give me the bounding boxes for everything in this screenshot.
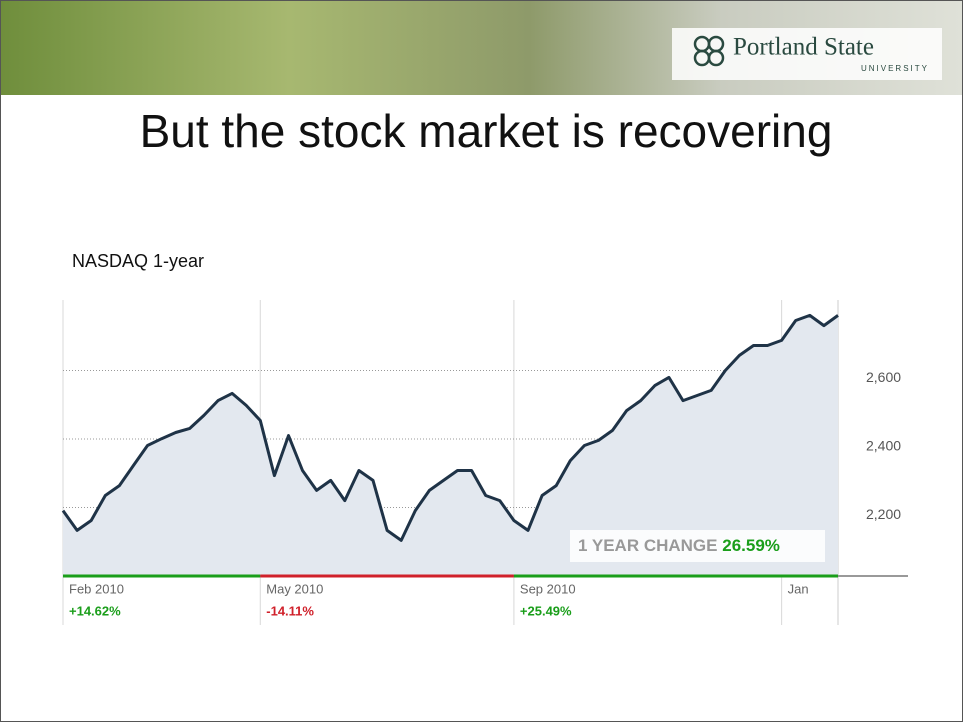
x-tick-label: Jan — [788, 581, 809, 596]
logo-subtext: UNIVERSITY — [861, 64, 929, 73]
summary-box — [570, 530, 825, 562]
summary-value: 26.59% — [722, 536, 780, 555]
x-tick-label: Sep 2010 — [520, 581, 576, 596]
summary-text: 1 YEAR CHANGE — [578, 536, 718, 555]
logo-text: Portland State — [733, 34, 874, 61]
x-tick-label: Feb 2010 — [69, 581, 124, 596]
chart-caption: NASDAQ 1-year — [72, 251, 204, 271]
y-tick-label: 2,200 — [866, 506, 901, 522]
period-change: +14.62% — [69, 603, 121, 618]
slide-title: But the stock market is recovering — [140, 105, 833, 157]
summary: 1 YEAR CHANGE 26.59% — [578, 536, 780, 555]
area — [63, 315, 838, 576]
period-change: +25.49% — [520, 603, 572, 618]
period-change: -14.11% — [266, 603, 314, 618]
x-tick-label: May 2010 — [266, 581, 323, 596]
y-tick-label: 2,400 — [866, 438, 901, 454]
y-tick-label: 2,600 — [866, 369, 901, 385]
logo-icon — [693, 35, 725, 67]
line — [61, 313, 839, 542]
